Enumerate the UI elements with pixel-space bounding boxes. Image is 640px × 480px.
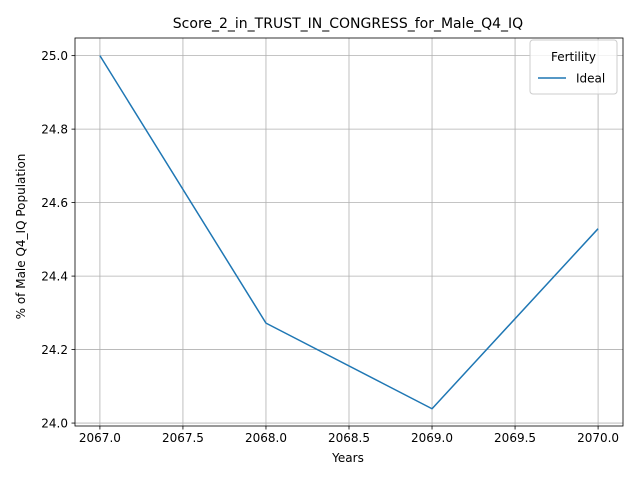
y-tick-label: 24.8 <box>41 123 68 137</box>
y-axis-label: % of Male Q4_IQ Population <box>14 154 28 320</box>
x-axis-label: Years <box>331 451 364 465</box>
x-tick-label: 2067.0 <box>79 431 121 445</box>
legend-box <box>529 39 618 95</box>
x-tick-label: 2068.0 <box>245 431 287 445</box>
x-tick-label: 2068.5 <box>328 431 370 445</box>
grid <box>75 38 623 426</box>
chart-title: Score_2_in_TRUST_IN_CONGRESS_for_Male_Q4… <box>173 16 523 32</box>
x-tick-label: 2070.0 <box>577 431 619 445</box>
x-tick-label: 2069.0 <box>411 431 453 445</box>
y-tick-label: 25.0 <box>41 49 68 63</box>
x-tick-label: 2067.5 <box>162 431 204 445</box>
y-tick-label: 24.6 <box>41 196 68 210</box>
y-tick-label: 24.2 <box>41 343 68 357</box>
x-tick-label: 2069.5 <box>494 431 536 445</box>
legend-label-ideal: Ideal <box>576 72 605 86</box>
series-line-ideal <box>99 55 599 410</box>
legend: Fertility Ideal <box>529 39 618 95</box>
y-tick-label: 24.4 <box>41 270 68 284</box>
ticks: 2067.0 2067.5 2068.0 2068.5 2069.0 2069.5 2070… <box>41 49 619 445</box>
series-layer <box>99 55 599 410</box>
y-tick-label: 24.0 <box>41 417 68 431</box>
legend-title: Fertility <box>551 50 596 64</box>
